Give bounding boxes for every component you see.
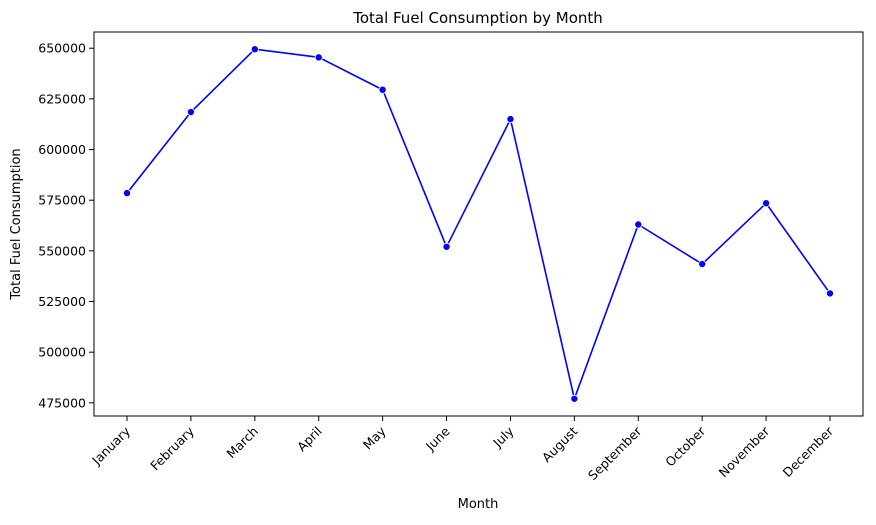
data-point-december [826, 289, 835, 298]
data-point-september [634, 220, 643, 229]
data-point-march [250, 45, 259, 54]
x-axis: January February March April May June July Augu… [88, 416, 837, 483]
y-tick-label: 475000 [38, 395, 86, 410]
data-point-june [442, 242, 451, 251]
data-point-november [762, 199, 771, 208]
data-point-january [123, 189, 132, 198]
x-tick-label: November [716, 423, 773, 480]
y-tick-label: 550000 [38, 243, 86, 258]
chart-title: Total Fuel Consumption by Month [352, 9, 603, 27]
data-point-february [186, 108, 195, 117]
data-point-august [570, 394, 579, 403]
y-tick-label: 625000 [38, 91, 86, 106]
y-tick-label: 650000 [38, 41, 86, 56]
data-point-april [314, 53, 323, 62]
x-tick-label: May [360, 423, 389, 452]
x-tick-label: March [223, 424, 261, 462]
y-tick-label: 500000 [38, 345, 86, 360]
data-point-october [698, 260, 707, 269]
x-tick-label: December [780, 423, 837, 480]
x-tick-label: January [88, 423, 133, 468]
y-axis-title: Total Fuel Consumption [9, 148, 24, 300]
series-layer [123, 45, 835, 403]
y-tick-label: 600000 [38, 142, 86, 157]
x-tick-label: June [422, 423, 453, 454]
x-tick-label: February [147, 423, 197, 473]
y-axis: 475000 500000 525000 550000 575000 600000 6250… [38, 41, 94, 410]
x-tick-label: April [294, 424, 325, 455]
series-line [126, 48, 831, 400]
x-tick-label: July [489, 423, 517, 451]
plot-frame [93, 31, 864, 417]
y-tick-label: 525000 [38, 294, 86, 309]
x-tick-label: October [662, 423, 709, 470]
x-tick-label: September [585, 423, 645, 483]
data-point-may [378, 85, 387, 94]
data-point-july [506, 115, 515, 124]
x-axis-title: Month [458, 497, 499, 512]
x-tick-label: August [539, 423, 581, 465]
y-tick-label: 575000 [38, 193, 86, 208]
